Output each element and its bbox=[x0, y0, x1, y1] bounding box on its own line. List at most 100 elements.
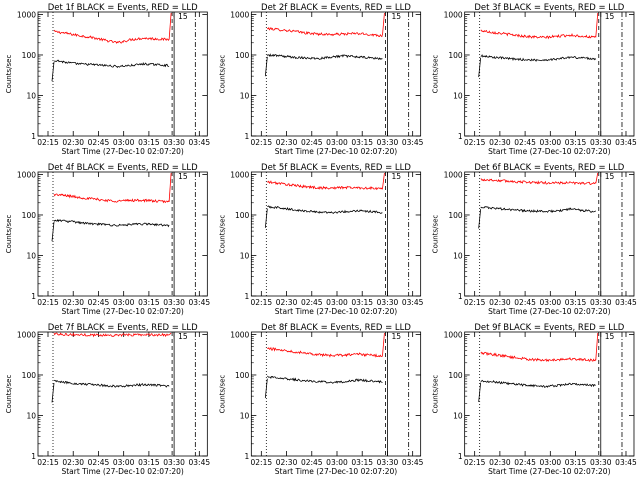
y-tick-label: 100 bbox=[22, 211, 37, 220]
lld-series-line bbox=[480, 29, 596, 40]
y-tick-label: 1000 bbox=[17, 170, 36, 179]
x-tick-label: 03:30 bbox=[163, 298, 185, 307]
plot-panel-1: Det 1f BLACK = Events, RED = LLD 1 10 100 10… bbox=[5, 3, 210, 156]
x-tick-label: 02:30 bbox=[489, 138, 511, 147]
events-rise-segment bbox=[51, 61, 55, 82]
panel-title: Det 3f BLACK = Events, RED = LLD bbox=[474, 3, 624, 13]
y-tick-label: 100 bbox=[235, 51, 250, 60]
x-tick-label: 02:15 bbox=[37, 298, 59, 307]
y-tick-label: 1000 bbox=[230, 170, 249, 179]
y-tick-label: 1000 bbox=[444, 170, 463, 179]
x-tick-label: 03:30 bbox=[590, 458, 612, 467]
x-tick-label: 03:15 bbox=[138, 298, 160, 307]
y-tick-label: 10 bbox=[240, 411, 250, 420]
plot-frame bbox=[464, 331, 635, 457]
events-rise-segment bbox=[264, 378, 268, 399]
y-tick-label: 1 bbox=[458, 452, 463, 461]
x-tick-label: 03:15 bbox=[351, 298, 373, 307]
plot-frame bbox=[250, 11, 422, 137]
marker-annotation: 15 bbox=[391, 332, 401, 341]
panel-title: Det 9f BLACK = Events, RED = LLD bbox=[474, 323, 624, 333]
x-tick-label: 03:00 bbox=[113, 458, 135, 467]
x-tick-label: 02:15 bbox=[251, 458, 273, 467]
panel-title: Det 7f BLACK = Events, RED = LLD bbox=[48, 323, 198, 333]
y-tick-label: 10 bbox=[453, 251, 463, 260]
x-tick-label: 03:00 bbox=[113, 298, 135, 307]
x-tick-label: 02:45 bbox=[514, 298, 536, 307]
x-tick-label: 03:00 bbox=[540, 298, 562, 307]
lld-end-spike bbox=[595, 332, 599, 361]
x-tick-label: 02:30 bbox=[276, 458, 298, 467]
events-series-line bbox=[480, 205, 597, 213]
x-tick-label: 03:30 bbox=[377, 298, 399, 307]
x-tick-label: 02:15 bbox=[251, 138, 273, 147]
y-axis-label: Counts/sec bbox=[5, 215, 13, 254]
plot-frame bbox=[464, 171, 635, 297]
plot-frame bbox=[250, 171, 422, 297]
x-tick-label: 03:45 bbox=[402, 298, 424, 307]
x-tick-label: 03:45 bbox=[402, 458, 424, 467]
plot-panel-4: Det 4f BLACK = Events, RED = LLD 1 10 100 10… bbox=[5, 163, 210, 316]
events-series-line bbox=[480, 379, 596, 388]
x-tick-label: 03:30 bbox=[590, 138, 612, 147]
x-tick-label: 02:15 bbox=[464, 458, 486, 467]
panel-title: Det 2f BLACK = Events, RED = LLD bbox=[261, 3, 411, 13]
plot-panel-2: Det 2f BLACK = Events, RED = LLD 1 10 100 10… bbox=[218, 3, 423, 156]
marker-annotation: 15 bbox=[178, 12, 188, 21]
events-rise-segment bbox=[264, 56, 268, 77]
x-tick-label: 02:30 bbox=[489, 458, 511, 467]
x-tick-label: 02:30 bbox=[276, 138, 298, 147]
y-tick-label: 1 bbox=[31, 452, 36, 461]
y-tick-label: 1000 bbox=[444, 10, 463, 19]
marker-annotation: 15 bbox=[605, 172, 615, 181]
x-axis-label: Start Time (27-Dec-10 02:07:20) bbox=[488, 467, 610, 476]
x-tick-label: 03:45 bbox=[615, 298, 637, 307]
y-tick-label: 10 bbox=[240, 91, 250, 100]
events-series-line bbox=[480, 54, 597, 62]
events-series-line bbox=[53, 379, 170, 388]
x-tick-label: 03:30 bbox=[163, 138, 185, 147]
panel-title: Det 5f BLACK = Events, RED = LLD bbox=[261, 163, 411, 173]
y-tick-label: 1000 bbox=[17, 10, 36, 19]
events-rise-segment bbox=[478, 57, 482, 78]
y-tick-label: 1000 bbox=[444, 330, 463, 339]
y-tick-label: 1 bbox=[245, 292, 250, 301]
y-tick-label: 100 bbox=[22, 371, 37, 380]
y-axis-label: Counts/sec bbox=[218, 215, 226, 254]
x-axis-label: Start Time (27-Dec-10 02:07:20) bbox=[275, 307, 397, 316]
x-axis-label: Start Time (27-Dec-10 02:07:20) bbox=[61, 147, 183, 156]
x-tick-label: 02:15 bbox=[37, 138, 59, 147]
marker-annotation: 15 bbox=[391, 172, 401, 181]
y-tick-label: 10 bbox=[240, 251, 250, 260]
y-tick-label: 100 bbox=[448, 371, 463, 380]
x-tick-label: 02:30 bbox=[62, 138, 84, 147]
x-tick-label: 03:15 bbox=[565, 138, 587, 147]
y-tick-label: 100 bbox=[235, 371, 250, 380]
x-tick-label: 03:30 bbox=[377, 458, 399, 467]
x-tick-label: 03:15 bbox=[351, 458, 373, 467]
plot-panel-8: Det 8f BLACK = Events, RED = LLD 1 10 100 10… bbox=[218, 323, 423, 476]
y-tick-label: 1000 bbox=[230, 330, 249, 339]
lld-end-spike bbox=[595, 172, 599, 184]
plot-panel-7: Det 7f BLACK = Events, RED = LLD 1 10 100 10… bbox=[5, 323, 210, 476]
y-axis-label: Counts/sec bbox=[218, 375, 226, 414]
lld-series-line bbox=[267, 180, 383, 191]
x-tick-label: 03:45 bbox=[615, 138, 637, 147]
x-tick-label: 03:30 bbox=[163, 458, 185, 467]
lld-end-spike bbox=[168, 332, 172, 336]
y-tick-label: 10 bbox=[26, 411, 36, 420]
marker-annotation: 15 bbox=[605, 332, 615, 341]
y-axis-label: Counts/sec bbox=[5, 375, 13, 414]
marker-annotation: 15 bbox=[178, 332, 188, 341]
lld-end-spike bbox=[382, 12, 385, 36]
x-tick-label: 03:00 bbox=[326, 458, 348, 467]
x-tick-label: 02:45 bbox=[301, 458, 323, 467]
events-series-line bbox=[267, 205, 383, 214]
x-tick-label: 02:45 bbox=[88, 458, 110, 467]
x-axis-label: Start Time (27-Dec-10 02:07:20) bbox=[61, 467, 183, 476]
lld-end-spike bbox=[168, 172, 172, 202]
x-tick-label: 03:45 bbox=[189, 298, 211, 307]
plot-frame bbox=[37, 11, 208, 137]
x-axis-label: Start Time (27-Dec-10 02:07:20) bbox=[275, 467, 397, 476]
plot-panel-9: Det 9f BLACK = Events, RED = LLD 1 10 100 10… bbox=[432, 323, 637, 476]
